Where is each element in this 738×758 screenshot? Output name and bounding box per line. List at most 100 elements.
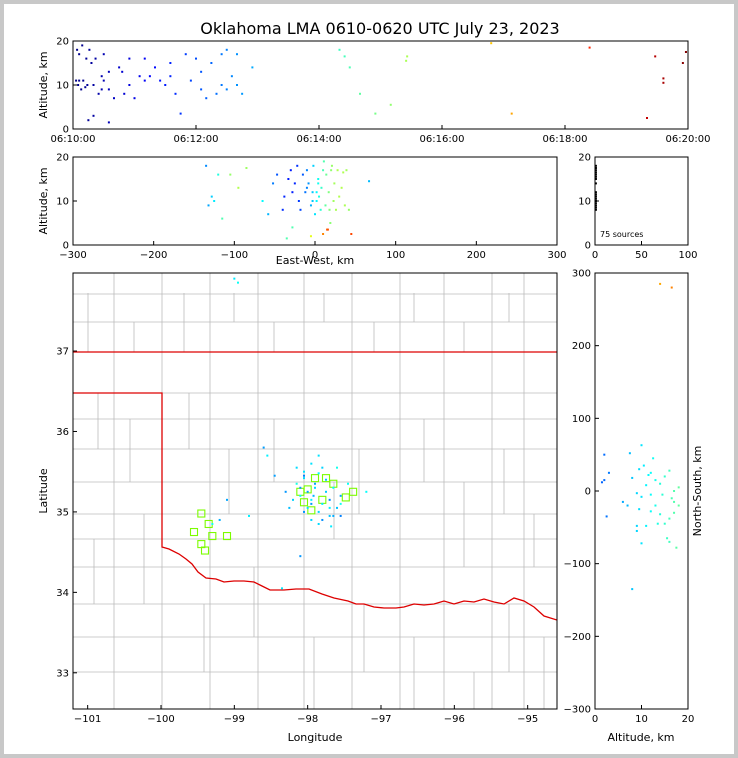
lightning-source-point (107, 88, 110, 91)
lightning-source-point (75, 79, 78, 82)
lightning-source-point (645, 484, 648, 487)
lightning-source-point (303, 470, 305, 473)
station-marker (189, 527, 199, 537)
lightning-source-point (169, 62, 172, 64)
lightning-source-point (336, 169, 339, 172)
plan-view-ytick-label: 36 (56, 427, 69, 438)
lightning-source-point (220, 84, 223, 86)
plan-view-xtick-label: −99 (224, 714, 245, 725)
lightning-source-point (272, 182, 275, 185)
lightning-source-point (325, 490, 327, 493)
yz-ylabel: North-South, km (691, 446, 704, 537)
lightning-source-point (310, 462, 313, 465)
lightning-source-point (668, 540, 671, 543)
lightning-source-point (647, 474, 650, 477)
lightning-source-point (649, 471, 652, 474)
lightning-source-point (649, 493, 652, 496)
lightning-source-point (594, 202, 597, 205)
lightning-source-point (236, 84, 238, 86)
lightning-source-point (659, 282, 662, 285)
lightning-source-point (205, 97, 208, 100)
lightning-source-point (600, 481, 603, 484)
station-marker (204, 519, 213, 529)
lightning-source-point (659, 482, 662, 485)
lightning-source-point (301, 173, 304, 176)
plan-view-ytick-label: 37 (56, 347, 69, 358)
lightning-source-point (320, 186, 323, 189)
lightning-source-point (347, 208, 350, 211)
yz-ytick-label: −100 (564, 559, 591, 570)
lightning-source-point (324, 204, 327, 207)
lightning-source-point (303, 477, 305, 480)
lightning-source-point (230, 75, 233, 78)
lightning-source-point (305, 169, 308, 172)
lightning-source-point (211, 522, 214, 525)
lightning-source-point (317, 472, 320, 475)
histogram-ytick-label: 10 (578, 197, 591, 208)
lightning-source-point (303, 474, 305, 477)
lightning-source-point (189, 79, 192, 82)
lightning-source-point (332, 514, 335, 517)
yz-ytick-label: −200 (564, 632, 591, 643)
lightning-source-point (121, 70, 124, 73)
lightning-source-point (90, 62, 93, 64)
lightning-source-point (594, 169, 597, 172)
histogram-panel: 0 50 100 0 10 20 75 sources (578, 153, 697, 262)
lightning-source-point (312, 494, 315, 497)
time-height-frame (72, 40, 689, 130)
lightning-source-point (347, 482, 349, 485)
lightning-source-point (225, 88, 228, 91)
xz-points (205, 160, 371, 240)
figure-svg: Oklahoma LMA 0610-0620 UTC July 23, 2023… (37, 19, 710, 744)
lightning-source-point (594, 206, 597, 209)
lightning-source-point (594, 182, 597, 185)
lightning-source-point (314, 213, 316, 216)
lightning-source-point (299, 494, 302, 497)
xz-panel: −300 −200 −100 0 100 200 300 0 10 20 Altitude, km… (37, 153, 567, 268)
plan-view-xlabel: Longitude (288, 731, 343, 744)
lightning-source-point (330, 164, 333, 167)
lightning-source-point (92, 114, 95, 117)
lightning-source-point (118, 66, 121, 69)
plan-view-ytick-label: 33 (56, 668, 69, 679)
lightning-source-point (327, 191, 330, 194)
lightning-source-point (107, 121, 110, 124)
lightning-source-point (594, 204, 597, 207)
lightning-source-point (306, 490, 309, 493)
yz-ytick-label: 200 (572, 341, 591, 352)
lightning-source-point (205, 164, 208, 167)
lightning-source-point (603, 479, 606, 482)
lightning-source-point (293, 182, 296, 185)
lightning-source-point (310, 502, 313, 505)
yz-xlabel: Altitude, km (607, 731, 674, 744)
lightning-source-point (662, 81, 665, 84)
lightning-source-point (107, 70, 110, 73)
lightning-source-point (317, 178, 320, 180)
plan-view-ytick-label: 35 (56, 507, 69, 518)
state-border (73, 351, 557, 621)
lightning-source-point (666, 537, 669, 540)
lightning-source-point (321, 502, 324, 505)
lightning-source-point (88, 48, 91, 51)
lightning-source-point (605, 515, 608, 518)
lightning-source-point (184, 53, 187, 56)
xz-ytick-label: 10 (56, 197, 69, 208)
lightning-source-point (328, 514, 331, 517)
time-height-ytick-label: 10 (56, 81, 69, 92)
lightning-source-point (217, 173, 220, 176)
lightning-source-point (102, 79, 105, 82)
lightning-source-point (329, 222, 332, 224)
lightning-source-point (317, 510, 320, 513)
lightning-source-point (288, 506, 291, 509)
station-marker (349, 487, 358, 496)
lightning-source-point (322, 160, 325, 163)
lightning-source-point (348, 66, 351, 69)
lightning-source-point (368, 180, 371, 183)
lightning-source-point (229, 173, 232, 176)
lightning-source-point (328, 498, 331, 501)
lightning-source-point (677, 486, 680, 489)
lightning-source-point (311, 191, 314, 194)
lightning-source-point (654, 55, 657, 58)
lightning-source-point (594, 175, 597, 178)
lightning-source-point (200, 88, 203, 91)
